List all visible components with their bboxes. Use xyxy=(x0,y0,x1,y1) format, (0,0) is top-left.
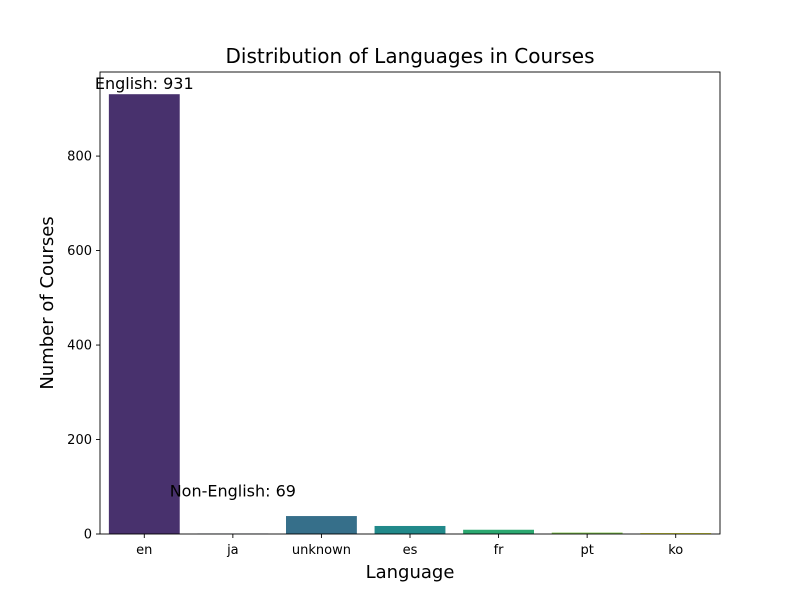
y-tick-label: 600 xyxy=(67,244,92,259)
x-tick-label-fr: fr xyxy=(494,543,505,558)
y-tick-label: 0 xyxy=(84,528,92,543)
y-tick-label: 800 xyxy=(67,150,92,165)
chart-title: Distribution of Languages in Courses xyxy=(226,44,595,68)
plot-frame xyxy=(100,72,720,534)
bar-en xyxy=(109,94,180,534)
x-tick-label-en: en xyxy=(136,543,152,558)
x-tick-label-pt: pt xyxy=(580,543,593,558)
x-tick-label-unknown: unknown xyxy=(292,543,351,558)
bar-unknown xyxy=(286,516,357,534)
y-tick-label: 400 xyxy=(67,339,92,354)
x-axis-label: Language xyxy=(366,562,455,583)
bar-es xyxy=(375,526,446,534)
english-annotation: English: 931 xyxy=(95,74,194,93)
x-tick-label-ja: ja xyxy=(226,543,239,558)
bar-fr xyxy=(463,530,534,534)
x-tick-label-es: es xyxy=(403,543,418,558)
x-tick-label-ko: ko xyxy=(668,543,683,558)
non-english-annotation: Non-English: 69 xyxy=(170,481,296,500)
y-axis-label: Number of Courses xyxy=(37,216,58,389)
y-tick-label: 200 xyxy=(67,433,92,448)
